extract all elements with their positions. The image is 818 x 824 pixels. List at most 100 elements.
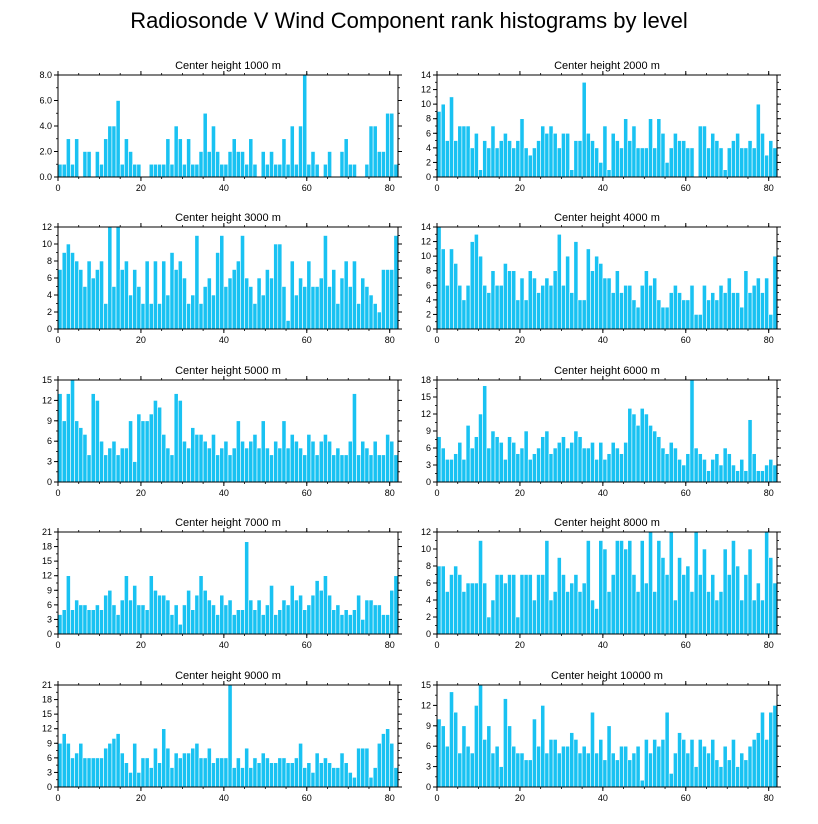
panel-6-bar [498, 442, 504, 483]
panel-5-bar [298, 447, 303, 483]
panel-9-xtick-label: 60 [302, 793, 312, 803]
panel-6-bar [519, 447, 525, 483]
panel-4-xtick-label: 20 [515, 335, 525, 345]
panel-7-bar [368, 599, 374, 635]
panel-9-bar [82, 757, 88, 788]
panel-4-bar [760, 292, 765, 330]
panel-7-bar [294, 599, 299, 635]
panel-2-bar [598, 162, 604, 178]
panel-8-bar [739, 599, 745, 635]
panel-9-bar [260, 752, 266, 788]
panel-9-bar [294, 757, 299, 788]
panel-5-title: Center height 5000 m [175, 365, 281, 377]
panel-2-bar [474, 132, 479, 178]
panel-1-bar [223, 163, 229, 178]
panel-8-bar [731, 540, 736, 635]
panel-6-bar [631, 413, 637, 483]
panel-5-bar [57, 393, 63, 483]
panel-2-bar [498, 140, 504, 178]
panel-8-bar [706, 591, 711, 635]
panel-4-bar [747, 292, 753, 330]
panel-9-bar [128, 772, 133, 788]
panel-1-bar [157, 163, 162, 178]
panel-2-bar [573, 140, 579, 178]
panel-6-bar [677, 459, 682, 483]
panel-3-bar [294, 294, 299, 330]
panel-7-bar [99, 609, 104, 635]
panel-2-xtick-label: 80 [764, 183, 774, 193]
panel-10-bar [764, 739, 770, 788]
panel-8-bar [627, 540, 633, 635]
panel-2-bar [697, 125, 703, 178]
panel-10-ytick-label: 6 [426, 741, 431, 751]
panel-9-bar [57, 742, 63, 788]
panel-2-bar [478, 169, 483, 178]
panel-3-bar [124, 260, 129, 330]
panel-9-bar [119, 752, 125, 788]
panel-4-bar [673, 284, 678, 330]
panel-6-bar [743, 470, 749, 483]
panel-8-bar [556, 557, 562, 635]
panel-3-bar [61, 252, 67, 330]
panel-10-bar [511, 745, 517, 788]
panel-10-bar [623, 745, 629, 788]
panel-4-bar [494, 284, 500, 330]
panel-3-bar [314, 286, 320, 330]
panel-4-bar [660, 306, 666, 330]
panel-8-bar [677, 557, 682, 635]
panel-7-bar [314, 580, 320, 635]
panel-6-bar [449, 459, 454, 483]
panel-7-bar [331, 609, 337, 635]
panel-9-bar [99, 757, 104, 788]
panel-7-ytick-label: 9 [47, 585, 52, 595]
panel-3-bar [310, 286, 316, 330]
panel-7-bar [182, 604, 187, 635]
panel-5-bar [385, 434, 391, 483]
panel-5-bar [302, 454, 308, 483]
panel-4-bar [652, 277, 658, 330]
panel-5-bar [339, 454, 345, 483]
panel-6-bar [532, 453, 537, 483]
panel-10-bar [685, 752, 691, 788]
panel-2-bar [523, 147, 529, 178]
panel-4-bar [523, 299, 529, 330]
panel-7-bar [177, 623, 183, 635]
panel-7-bar [285, 604, 291, 635]
panel-7-bar [281, 599, 287, 635]
panel-3-bar [256, 277, 262, 330]
panel-9-ytick-label: 9 [47, 738, 52, 748]
panel-8-bar [577, 591, 583, 635]
panel-1-bar [86, 151, 92, 178]
panel-9-bar [281, 757, 287, 788]
panel-5-bar [289, 434, 295, 483]
panel-10-bar [569, 732, 575, 788]
panel-6-bar [660, 447, 666, 483]
panel-2-bar [540, 125, 546, 178]
panel-10-bar [747, 745, 753, 788]
panel-5-bar [269, 454, 274, 483]
panel-1-xtick-label: 20 [136, 183, 146, 193]
panel-8-bar [440, 565, 446, 635]
panel-1-bar [260, 151, 266, 178]
panel-6-bar [544, 430, 550, 483]
panel-3-bar [57, 269, 63, 330]
panel-2-bar [760, 132, 765, 178]
panel-2-ytick-label: 8 [426, 114, 431, 124]
panel-6-bar [490, 430, 496, 483]
panel-5-xtick-label: 80 [385, 488, 395, 498]
panel-9-bar [148, 767, 154, 788]
panel-10-bar [731, 739, 736, 788]
panel-3-bar [260, 294, 266, 330]
panel-1-xtick-label: 0 [55, 183, 60, 193]
panel-8-bar [590, 599, 595, 635]
panel-3-ytick-label: 12 [42, 222, 52, 232]
panel-1-bar [364, 163, 370, 178]
panel-3-bar [107, 226, 113, 330]
panel-7-bar [95, 604, 100, 635]
panel-7-bar [65, 575, 71, 635]
panel-3-bar [360, 277, 366, 330]
panel-8-bar [631, 574, 637, 635]
panel-1-ytick-label: 2.0 [39, 147, 52, 157]
panel-10-bar [743, 759, 749, 788]
panel-9-bar [194, 742, 200, 788]
